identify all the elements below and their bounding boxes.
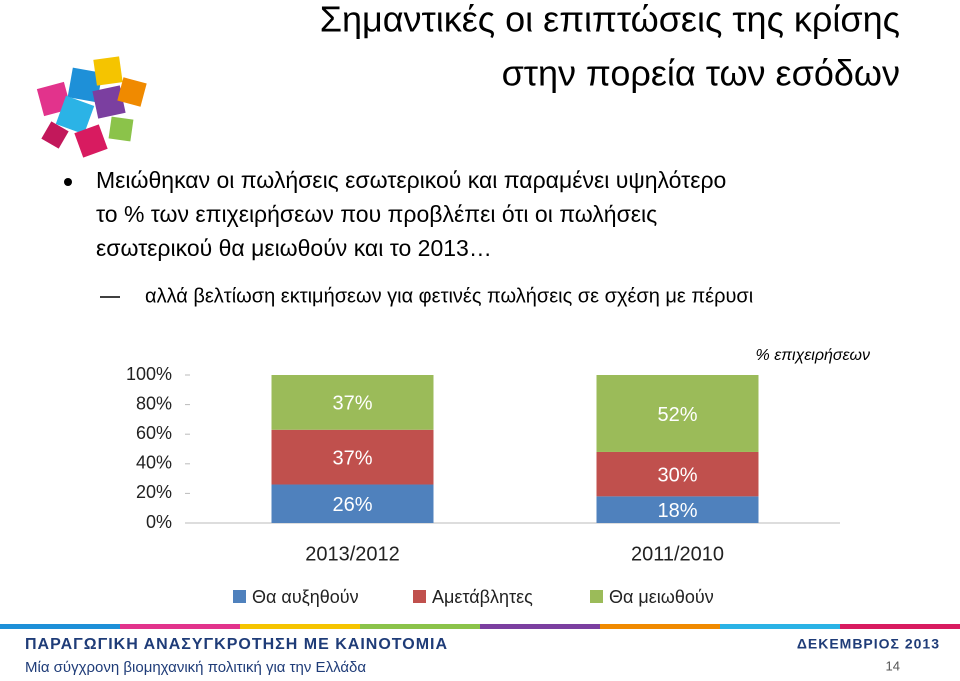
value-label: 37%	[332, 447, 372, 469]
x-tick-label: 2013/2012	[305, 543, 400, 565]
footer-subtitle: Μία σύγχρονη βιομηχανική πολιτική για τη…	[25, 659, 366, 676]
bullet-text: εσωτερικού θα μειωθούν και το 2013…	[96, 235, 492, 261]
slide-title: Σημαντικές οι επιπτώσεις της κρίσης	[320, 0, 900, 40]
footer-date: ΔΕΚΕΜΒΡΙΟΣ 2013	[797, 636, 940, 652]
footer-program: ΠΑΡΑΓΩΓΙΚΗ ΑΝΑΣΥΓΚΡΟΤΗΣΗ ΜΕ ΚΑΙΝΟΤΟΜΙΑ	[25, 636, 448, 653]
slide-title: στην πορεία των εσόδων	[502, 53, 900, 94]
bar-segment	[596, 375, 759, 452]
legend-label: Θα μειωθούν	[609, 587, 714, 607]
chart-annotation: % επιχειρήσεων	[756, 347, 870, 364]
x-tick-label: 2011/2010	[631, 543, 724, 565]
legend-swatch	[590, 590, 603, 603]
value-label: 26%	[332, 494, 372, 516]
bullet-dot	[64, 178, 72, 186]
value-label: 18%	[657, 500, 697, 522]
value-label: 30%	[657, 464, 697, 486]
bar-segment	[596, 496, 759, 523]
bar-segment	[596, 451, 759, 497]
bar-segment	[271, 429, 434, 485]
value-label: 52%	[657, 404, 697, 426]
page-number: 14	[886, 658, 900, 673]
bar-segment	[271, 484, 434, 523]
y-tick-label: 60%	[136, 423, 172, 443]
y-tick-label: 20%	[136, 482, 172, 502]
y-tick-label: 40%	[136, 453, 172, 473]
value-label: 37%	[332, 393, 372, 415]
y-tick-label: 0%	[146, 512, 172, 532]
legend-label: Αμετάβλητες	[432, 587, 533, 607]
bullet-text: το % των επιχειρήσεων που προβλέπει ότι …	[96, 201, 657, 227]
bar-segment	[271, 375, 434, 430]
logo	[36, 56, 147, 158]
y-tick-label: 80%	[136, 393, 172, 413]
legend-swatch	[413, 590, 426, 603]
footer-bar	[0, 624, 960, 629]
sub-bullet-text: αλλά βελτίωση εκτιμήσεων για φετινές πωλ…	[145, 285, 753, 307]
legend-swatch	[233, 590, 246, 603]
y-tick-label: 100%	[126, 364, 172, 384]
bullet-text: Μειώθηκαν οι πωλήσεις εσωτερικού και παρ…	[96, 167, 726, 193]
legend-label: Θα αυξηθούν	[252, 587, 359, 607]
